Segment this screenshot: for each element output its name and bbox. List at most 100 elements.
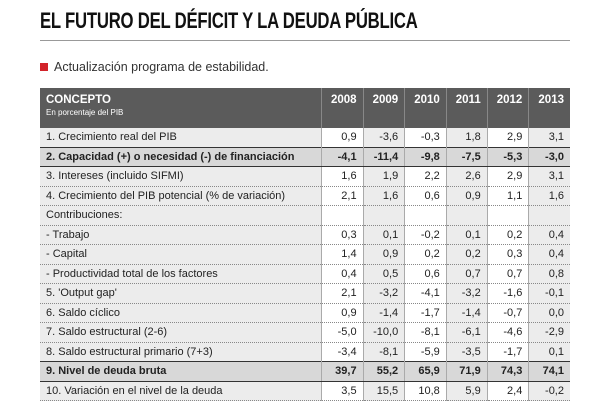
row-label: 3. Intereses (incluido SIFMI) (40, 166, 322, 187)
value-cell: -1,6 (486, 283, 529, 304)
value-cell: -4,1 (404, 283, 447, 304)
value-cell: 1,8 (445, 128, 488, 148)
value-cell: 2,9 (486, 128, 529, 148)
value-cell: -0,1 (528, 283, 570, 304)
table-row: 4. Crecimiento del PIB potencial (% de v… (40, 186, 570, 206)
table-row: 9. Nivel de deuda bruta 39,7 55,2 65,9 71,9 7… (40, 361, 570, 382)
value-cell: 5,9 (445, 381, 488, 401)
value-cell: 0,9 (320, 128, 364, 148)
table-row: 1. Crecimiento real del PIB 0,9 -3,6 -0,3 1,… (40, 128, 570, 148)
table-row: 2. Capacidad (+) o necesidad (-) de fina… (40, 146, 570, 167)
value-cell: 1,9 (362, 166, 405, 187)
empty-cell (445, 205, 488, 226)
row-label: 6. Saldo cíclico (40, 303, 322, 323)
year-header: 2010 (404, 88, 447, 128)
value-cell: 0,2 (404, 244, 447, 265)
row-label: 7. Saldo estructural (2-6) (40, 322, 322, 343)
value-cell: 0,2 (445, 244, 488, 265)
empty-cell (320, 205, 364, 226)
value-cell: 0,4 (528, 225, 570, 245)
value-cell: 2,9 (486, 166, 529, 187)
year-header: 2012 (486, 88, 529, 128)
value-cell: -3,6 (362, 128, 405, 148)
value-cell: -1,4 (362, 303, 405, 323)
value-cell: -8,1 (404, 322, 447, 343)
value-cell: 2,4 (486, 381, 529, 401)
value-cell: 3,1 (528, 166, 570, 187)
value-cell: 1,4 (320, 244, 364, 265)
value-cell: 0,5 (362, 264, 405, 284)
value-cell: -0,3 (404, 128, 447, 148)
table-row: 5. 'Output gap' 2,1 -3,2 -4,1 -3,2 -1,6 -0,1 (40, 283, 570, 304)
value-cell: 15,5 (362, 381, 405, 401)
value-cell: 2,6 (445, 166, 488, 187)
value-cell: 0,4 (528, 244, 570, 265)
value-cell: -3,4 (320, 342, 364, 362)
value-cell: 0,3 (486, 244, 529, 265)
table-row: 6. Saldo cíclico 0,9 -1,4 -1,7 -1,4 -0,7 0,0 (40, 303, 570, 323)
value-cell: -0,2 (404, 225, 447, 245)
value-cell: 1,6 (528, 186, 570, 206)
value-cell: 65,9 (404, 361, 447, 382)
row-label: Contribuciones: (40, 205, 322, 226)
table-row: - Productividad total de los factores 0,4… (40, 264, 570, 284)
row-label: - Trabajo (40, 225, 322, 245)
value-cell: -3,2 (445, 283, 488, 304)
value-cell: -6,1 (445, 322, 488, 343)
value-cell: 74,1 (528, 361, 570, 382)
value-cell: -8,1 (362, 342, 405, 362)
rule (40, 40, 570, 41)
value-cell: 0,7 (486, 264, 529, 284)
value-cell: 0,9 (320, 303, 364, 323)
red-square (40, 63, 48, 71)
value-cell: -4,1 (320, 146, 364, 167)
year-header: 2011 (445, 88, 488, 128)
subtitle: Actualización programa de estabilidad. (54, 60, 269, 74)
value-cell: -5,9 (404, 342, 447, 362)
value-cell: -11,4 (362, 146, 405, 167)
row-label: 1. Crecimiento real del PIB (40, 128, 322, 148)
value-cell: 1,6 (362, 186, 405, 206)
value-cell: -3,5 (445, 342, 488, 362)
value-cell: -1,4 (445, 303, 488, 323)
value-cell: -5,3 (486, 146, 529, 167)
row-label: - Capital (40, 244, 322, 265)
value-cell: -7,5 (445, 146, 488, 167)
row-label: 10. Variación en el nivel de la deuda (40, 381, 322, 401)
table-row: 3. Intereses (incluido SIFMI) 1,6 1,9 2,2 2,… (40, 166, 570, 187)
concept-header: CONCEPTO En porcentaje del PIB (40, 88, 322, 128)
table-row: Contribuciones: (40, 205, 570, 226)
empty-cell (362, 205, 405, 226)
table: CONCEPTO En porcentaje del PIB 2008 2009 20… (40, 88, 570, 401)
value-cell: 0,9 (362, 244, 405, 265)
year-header: 2013 (528, 88, 570, 128)
value-cell: 3,1 (528, 128, 570, 148)
value-cell: 0,7 (445, 264, 488, 284)
value-cell: -5,0 (320, 322, 364, 343)
value-cell: 0,1 (528, 342, 570, 362)
value-cell: 0,2 (486, 225, 529, 245)
value-cell: -2,9 (528, 322, 570, 343)
header-row: CONCEPTO En porcentaje del PIB 2008 2009 20… (40, 88, 570, 128)
concept: CONCEPTO (46, 94, 111, 106)
row-label: 8. Saldo estructural primario (7+3) (40, 342, 322, 362)
value-cell: 0,6 (404, 186, 447, 206)
table-row: 8. Saldo estructural primario (7+3) -3,4-… (40, 342, 570, 362)
empty-cell (486, 205, 529, 226)
value-cell: -4,6 (486, 322, 529, 343)
empty-cell (404, 205, 447, 226)
value-cell: -10,0 (362, 322, 405, 343)
value-cell: -0,7 (486, 303, 529, 323)
title: EL FUTURO DEL DÉFICIT Y LA DEUDA PÚBLICA (40, 8, 418, 33)
year-header: 2009 (362, 88, 405, 128)
concept-sub: En porcentaje del PIB (46, 108, 124, 117)
value-cell: -0,2 (528, 381, 570, 401)
table-row: - Trabajo 0,3 0,1 -0,2 0,1 0,2 0,4 (40, 225, 570, 245)
value-cell: 2,2 (404, 166, 447, 187)
empty-cell (528, 205, 570, 226)
row-label: 9. Nivel de deuda bruta (40, 361, 322, 382)
value-cell: -9,8 (404, 146, 447, 167)
table-row: - Capital 1,4 0,9 0,2 0,2 0,3 0,4 (40, 244, 570, 265)
value-cell: -3,0 (528, 146, 570, 167)
